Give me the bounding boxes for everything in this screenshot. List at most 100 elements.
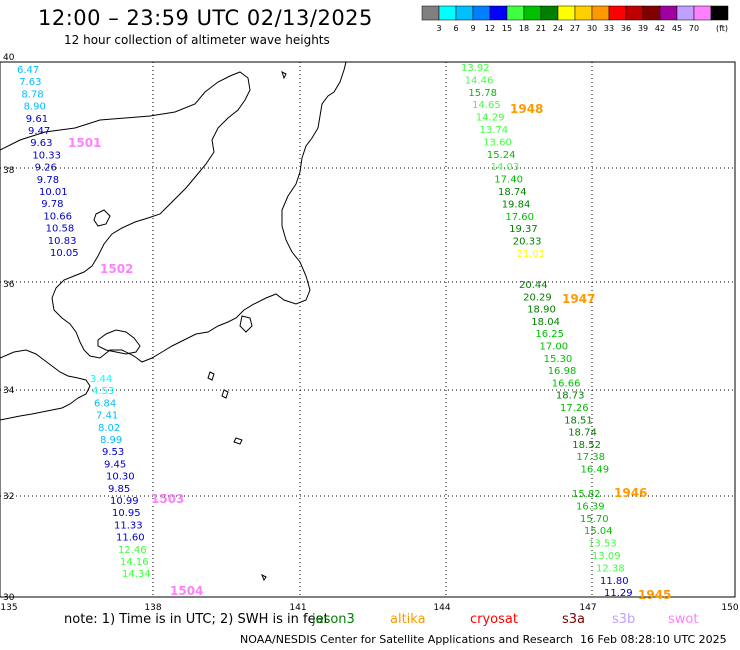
- legend-swatch: [608, 5, 627, 21]
- wave-height-value: 9.78: [37, 175, 59, 186]
- pass-time-label: 1945: [638, 588, 671, 602]
- legend-label: 12: [485, 24, 495, 33]
- legend-swatch: [659, 5, 678, 21]
- wave-height-value: 9.45: [104, 459, 126, 470]
- pass-time-label: 1947: [562, 292, 595, 306]
- mission-label: s3a: [562, 612, 586, 627]
- legend-swatch: [540, 5, 559, 21]
- wave-height-value: 19.84: [502, 199, 531, 210]
- coastline: [0, 61, 347, 582]
- wave-height-value: 15.24: [487, 150, 516, 161]
- wave-height-value: 16.66: [552, 378, 581, 389]
- footer-note: note: 1) Time is in UTC; 2) SWH is in fe…: [64, 612, 329, 627]
- legend-label: 6: [453, 24, 458, 33]
- wave-height-value: 10.33: [32, 150, 61, 161]
- timestamp-text: 16 Feb 08:28:10 UTC 2025: [580, 633, 727, 646]
- lat-label: 32: [3, 492, 14, 502]
- wave-height-value: 7.63: [19, 77, 41, 88]
- wave-height-value: 14.34: [122, 569, 151, 580]
- wave-height-value: 19.37: [509, 224, 538, 235]
- wave-height-value: 9.78: [41, 199, 63, 210]
- legend-swatch: [438, 5, 457, 21]
- wave-height-value: 20.29: [523, 292, 552, 303]
- lon-label: 147: [579, 603, 596, 613]
- legend-label: 24: [553, 24, 563, 33]
- legend-unit: (ft): [716, 24, 728, 33]
- wave-height-value: 6.84: [94, 398, 116, 409]
- wave-height-value: 18.74: [568, 428, 597, 439]
- wave-height-value: 8.99: [100, 435, 122, 446]
- mission-label: s3b: [612, 612, 636, 627]
- wave-height-value: 9.85: [108, 484, 130, 495]
- wave-height-value: 16.49: [581, 465, 610, 476]
- legend-label: 9: [470, 24, 475, 33]
- wave-height-value: 18.04: [531, 317, 560, 328]
- wave-height-value: 10.05: [50, 248, 79, 259]
- lon-label: 141: [289, 603, 306, 613]
- wave-height-value: 15.30: [544, 354, 573, 365]
- wave-height-value: 8.02: [98, 423, 120, 434]
- credit-text: NOAA/NESDIS Center for Satellite Applica…: [240, 633, 574, 646]
- wave-height-value: 12.46: [118, 545, 147, 556]
- wave-height-value: 11.80: [600, 576, 629, 587]
- wave-height-value: 17.40: [494, 175, 523, 186]
- wave-height-value: 3.44: [90, 374, 112, 385]
- pass-time-label: 1948: [510, 102, 543, 116]
- wave-height-value: 14.03: [491, 162, 520, 173]
- wave-height-value: 10.01: [39, 187, 68, 198]
- legend-label: 18: [519, 24, 529, 33]
- lon-label: 144: [433, 603, 450, 613]
- legend-label: 45: [672, 24, 682, 33]
- lon-label: 135: [0, 603, 17, 613]
- track-layer: 6.477.638.788.909.619.479.6310.339.269.7…: [17, 63, 671, 602]
- wave-height-value: 15.82: [572, 489, 601, 500]
- wave-height-value: 13.09: [592, 551, 621, 562]
- lat-label: 36: [3, 280, 15, 290]
- wave-height-value: 12.38: [596, 563, 625, 574]
- pass-time-label: 1503: [151, 492, 184, 506]
- legend-swatch: [710, 5, 729, 21]
- legend-label: 70: [689, 24, 699, 33]
- lat-label: 38: [3, 166, 15, 176]
- mission-label: altika: [390, 612, 426, 627]
- legend-swatch: [506, 5, 525, 21]
- wave-height-value: 18.52: [572, 440, 601, 451]
- wave-height-value: 16.39: [576, 501, 605, 512]
- wave-height-value: 10.30: [106, 472, 135, 483]
- wave-height-value: 8.78: [21, 89, 43, 100]
- legend-label: 27: [570, 24, 580, 33]
- wave-height-value: 11.29: [604, 588, 633, 599]
- color-legend: 3 6 9 12 15 18 21 24 27 30 33 36 39 42 45 70 (ft): [421, 5, 729, 33]
- wave-height-value: 18.74: [498, 187, 527, 198]
- wave-height-value: 14.16: [120, 557, 149, 568]
- mission-label: swot: [668, 612, 699, 627]
- legend-label: 21: [536, 24, 546, 33]
- legend-label: 33: [604, 24, 614, 33]
- wave-height-value: 13.60: [483, 137, 512, 148]
- wave-height-value: 20.33: [513, 237, 542, 248]
- lat-label: 40: [3, 53, 15, 63]
- latitude-labels: 40 38 36 34 32 30: [3, 53, 15, 603]
- wave-height-value: 6.47: [17, 65, 39, 76]
- legend-label: 39: [638, 24, 648, 33]
- legend-swatch: [591, 5, 610, 21]
- wave-height-value: 10.66: [43, 211, 72, 222]
- wave-height-value: 15.04: [584, 526, 613, 537]
- mission-label: cryosat: [470, 612, 518, 627]
- wave-height-value: 4.53: [92, 386, 114, 397]
- wave-height-value: 9.26: [35, 163, 57, 174]
- wave-height-value: 18.51: [564, 415, 593, 426]
- wave-height-value: 17.26: [560, 403, 589, 414]
- legend-label: 42: [655, 24, 665, 33]
- map-frame: [0, 61, 736, 598]
- longitude-labels: 135 138 141 144 147 150: [0, 603, 738, 613]
- legend-swatch: [421, 5, 440, 21]
- wave-height-value: 10.99: [110, 496, 139, 507]
- wave-height-value: 9.47: [28, 126, 50, 137]
- wave-height-value: 17.00: [540, 342, 569, 353]
- lon-label: 138: [144, 603, 161, 613]
- mission-label: jason3: [312, 612, 355, 627]
- lat-label: 30: [3, 593, 15, 603]
- wave-height-value: 13.53: [588, 539, 617, 550]
